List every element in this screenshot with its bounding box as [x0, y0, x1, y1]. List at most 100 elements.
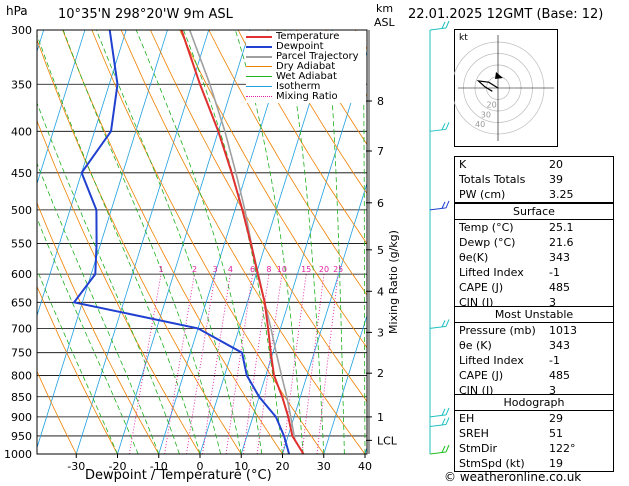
- legend-box: Temperature Dewpoint Parcel Trajectory D…: [246, 31, 366, 103]
- pressure-tick-label: 350: [11, 78, 32, 91]
- pressure-tick-label: 650: [11, 296, 32, 309]
- height-tick-label: 8: [377, 95, 384, 108]
- pressure-tick-label: 550: [11, 237, 32, 250]
- most-unstable-panel: Most Unstable Pressure (mb) 1013 θe (K) 34…: [454, 306, 614, 399]
- wind-barb-shaft: [429, 451, 447, 455]
- wet-adiabat-line: [135, 30, 263, 454]
- height-tick-label: 3: [377, 326, 384, 339]
- grid-layer: [0, 30, 367, 454]
- height-tick-label: 4: [377, 285, 384, 298]
- mixing-ratio-label: 1: [159, 265, 164, 274]
- surface-panel: Surface Temp (°C) 25.1 Dewp (°C) 21.6 θe(K…: [454, 203, 614, 311]
- surface-row: CAPE (J) 485: [459, 281, 570, 294]
- x-tick-label: -20: [109, 460, 127, 473]
- isotherm-line: [282, 182, 367, 454]
- temperature-line: [180, 30, 305, 454]
- dry-adiabat-line: [237, 30, 367, 245]
- hpa-label: hPa: [6, 4, 28, 18]
- surface-row: Dewp (°C) 21.6: [459, 236, 574, 249]
- mixing-ratio-line: [256, 274, 283, 454]
- pressure-tick-label: 850: [11, 391, 32, 404]
- x-tick-label: 40: [358, 460, 372, 473]
- wet-adiabat-line: [183, 30, 283, 454]
- height-tick-label: LCL: [377, 434, 398, 447]
- surface-row: CIN (J) 3: [459, 296, 556, 309]
- surface-row: Temp (°C) 25.1: [459, 221, 574, 234]
- legend-parcel: Parcel Trajectory: [246, 52, 366, 62]
- wind-barb-flag: [441, 445, 446, 453]
- wind-barb-flag: [445, 122, 450, 130]
- hodo-row: EH 29: [459, 412, 563, 425]
- wind-barb-flag: [445, 444, 450, 453]
- indices-panel: K 20 Totals Totals 39 PW (cm) 3.25: [454, 156, 614, 203]
- wind-barb: [429, 122, 450, 132]
- pressure-tick-label: 1000: [4, 448, 32, 461]
- mixing-ratio-line: [282, 274, 307, 454]
- mu-row: CIN (J) 3: [459, 384, 556, 397]
- surface-row: θe(K) 343: [459, 251, 570, 264]
- hodograph-ring-label: 40: [475, 120, 485, 129]
- mixing-ratio-label: 4: [228, 265, 233, 274]
- isotherm-line: [0, 30, 2, 454]
- mixing-ratio-label: 20: [319, 265, 329, 274]
- plot-frame: [36, 29, 368, 455]
- isotherm-line: [37, 30, 168, 449]
- dry-adiabat-line: [179, 30, 367, 349]
- location-title: 10°35'N 298°20'W 9m ASL: [58, 7, 233, 22]
- legend-isotherm: Isotherm: [246, 82, 366, 92]
- profiles-layer: [72, 30, 305, 454]
- dry-adiabat-line: [37, 285, 118, 454]
- hodo-row: SREH 51: [459, 427, 563, 440]
- legend-mixing-ratio: Mixing Ratio: [246, 92, 366, 102]
- mixing-ratio-label: 2: [192, 265, 197, 274]
- wet-adiabat-line: [284, 30, 325, 454]
- pressure-tick-label: 950: [11, 430, 32, 443]
- x-tick-label: 10: [234, 460, 248, 473]
- height-tick-label: 2: [377, 367, 384, 380]
- mixing-ratio-label: 6: [250, 265, 255, 274]
- wind-barb-flag: [441, 408, 446, 416]
- index-row-totals: Totals Totals 39: [459, 173, 563, 186]
- mixing-ratio-line: [301, 274, 325, 454]
- km-label: km: [376, 2, 394, 15]
- pressure-tick-label: 700: [11, 322, 32, 335]
- hodo-row: StmDir 122°: [459, 442, 576, 455]
- wind-barb: [429, 200, 450, 211]
- isotherm-line: [323, 314, 367, 454]
- mixing-ratio-labels: 1 2 3 4 6 8 10 15 20 25: [159, 265, 344, 274]
- hodo-row: StmSpd (kt) 19: [459, 457, 563, 470]
- dry-adiabat-line: [37, 370, 77, 454]
- height-tick-label: 6: [377, 197, 384, 210]
- wind-barb: [429, 319, 450, 329]
- wind-barb: [429, 20, 450, 31]
- wind-barb-shaft: [429, 207, 447, 211]
- wind-barb-flag: [445, 20, 450, 29]
- mu-row: CAPE (J) 485: [459, 369, 570, 382]
- wind-barb-flag: [445, 200, 450, 209]
- legend-dewpoint: Dewpoint: [246, 42, 366, 52]
- dry-adiabat-line: [150, 30, 367, 403]
- hodograph-table-title: Hodograph: [503, 396, 565, 409]
- height-tick-label: 5: [377, 244, 384, 257]
- legend-temperature: Temperature: [246, 32, 366, 42]
- datetime-title: 22.01.2025 12GMT (Base: 12): [408, 7, 604, 22]
- mixing-ratio-axis-label: Mixing Ratio (g/kg): [387, 230, 400, 334]
- mu-row: Lifted Index -1: [459, 354, 560, 367]
- hodograph-panel: Hodograph EH 29 SREH 51 StmDir 122° StmSpd …: [454, 394, 614, 472]
- x-tick-label: -30: [67, 460, 85, 473]
- isotherm-line: [75, 30, 210, 454]
- wind-barb-flag: [441, 21, 446, 29]
- wind-barb-flag: [445, 319, 450, 327]
- pressure-tick-label: 400: [11, 125, 32, 138]
- hodograph-ring-label: 20: [487, 101, 497, 110]
- dry-adiabat-line: [37, 119, 201, 454]
- pressure-tick-label: 600: [11, 268, 32, 281]
- mixing-ratio-line: [202, 274, 231, 454]
- dry-adiabat-line: [266, 30, 367, 195]
- wind-barb-flag: [441, 418, 446, 426]
- storm-motion-marker: [495, 72, 503, 79]
- pressure-tick-label: 300: [11, 24, 32, 37]
- x-tick-label: 30: [317, 460, 331, 473]
- wind-barbs: [429, 20, 450, 455]
